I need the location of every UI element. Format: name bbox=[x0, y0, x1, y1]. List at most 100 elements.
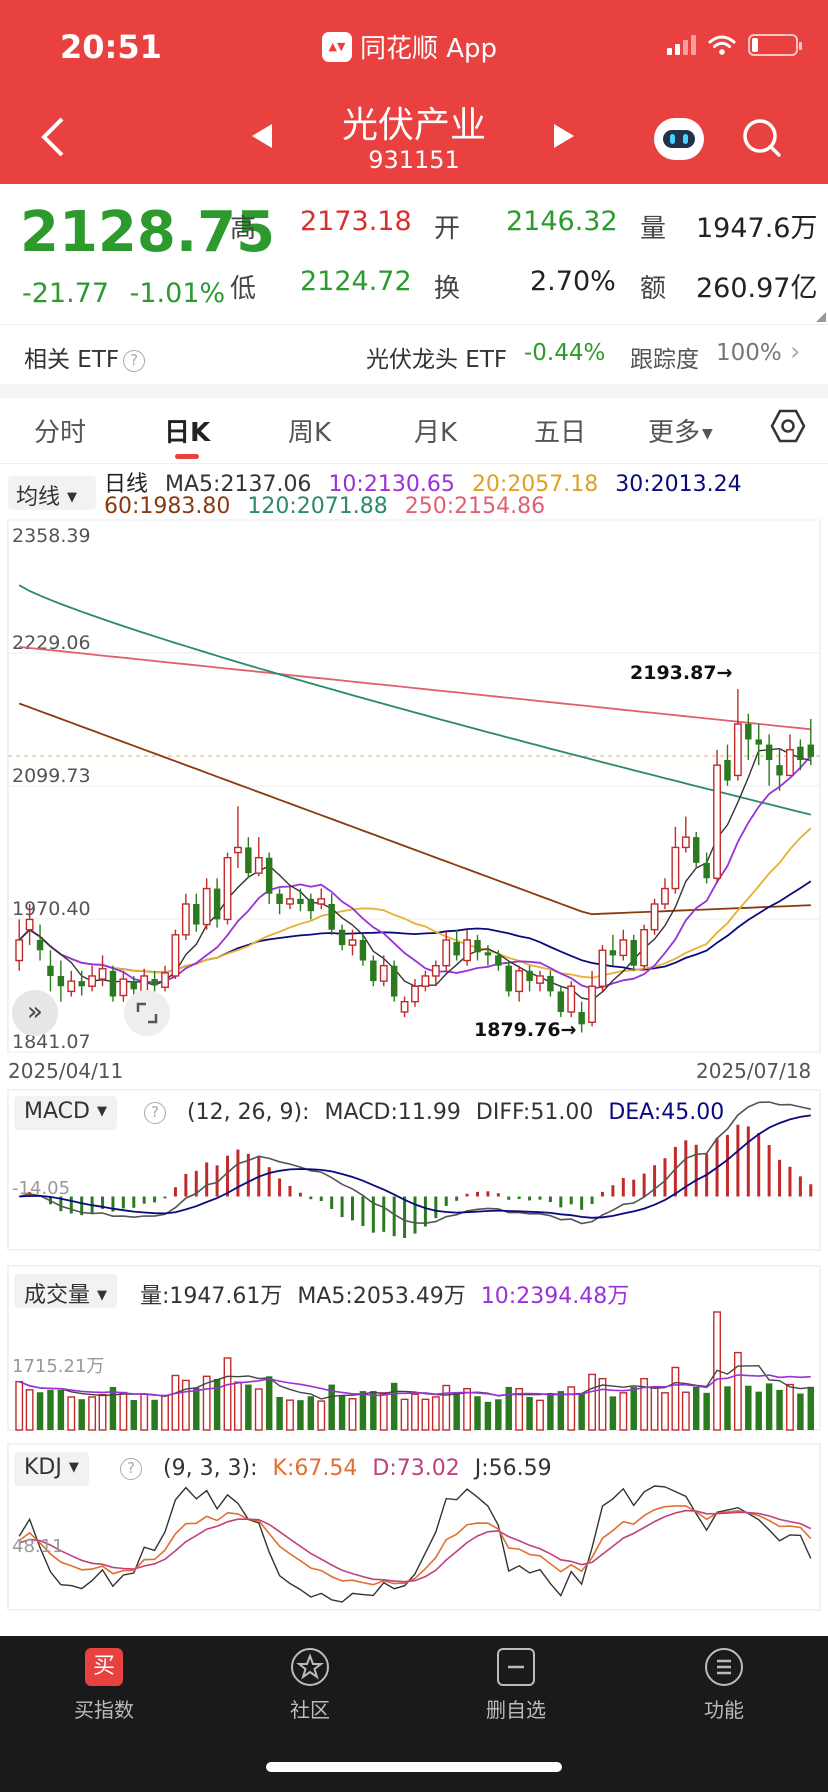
x-date-label: 2025/07/18 bbox=[696, 1059, 811, 1083]
tab-weekly-k[interactable]: 周K bbox=[288, 418, 332, 448]
candle bbox=[797, 746, 804, 761]
caret-down-icon: ▼ bbox=[702, 426, 713, 442]
candle bbox=[57, 975, 65, 987]
turnover-value: 2.70% bbox=[530, 266, 616, 297]
tab-daily-k[interactable]: 日K bbox=[164, 418, 211, 448]
volume-bar bbox=[254, 1388, 263, 1431]
candle bbox=[578, 1011, 585, 1025]
volume-bar bbox=[733, 1351, 742, 1431]
j-line bbox=[18, 1485, 812, 1603]
nav-buy-index[interactable]: 买 买指数 bbox=[44, 1648, 164, 1723]
volume-bar bbox=[328, 1384, 335, 1430]
macd-help-icon[interactable]: ? bbox=[144, 1102, 166, 1124]
k-value: K:67.54 bbox=[272, 1456, 358, 1481]
candle bbox=[379, 964, 388, 982]
candle bbox=[88, 975, 97, 987]
macd-select-label: MACD bbox=[24, 1099, 90, 1124]
section-divider bbox=[0, 384, 828, 398]
volume-bar bbox=[338, 1395, 346, 1430]
volume-bar bbox=[463, 1387, 472, 1431]
nav-remove-watchlist[interactable]: 删自选 bbox=[456, 1648, 576, 1723]
tab-monthly-k[interactable]: 月K bbox=[414, 418, 458, 448]
expand-corner-icon[interactable] bbox=[816, 312, 826, 322]
ma-select-label: 均线 bbox=[16, 485, 61, 510]
candle bbox=[724, 760, 731, 781]
volume-bar bbox=[630, 1386, 637, 1430]
volume-bar bbox=[307, 1396, 315, 1430]
volume-bar bbox=[119, 1391, 128, 1431]
tracking-label: 跟踪度 bbox=[630, 347, 699, 373]
volume-bar bbox=[536, 1399, 544, 1431]
app-logo-icon: ▲▼ bbox=[322, 31, 352, 62]
related-etf-bar[interactable]: 相关 ETF? 光伏龙头 ETF -0.44% 跟踪度 100% › bbox=[0, 324, 828, 384]
volume-bar bbox=[265, 1376, 273, 1430]
candle bbox=[317, 898, 326, 905]
expand-icon[interactable]: » bbox=[12, 990, 58, 1036]
candle bbox=[640, 928, 649, 967]
ma30-value: 30:2013.24 bbox=[615, 472, 742, 497]
menu-icon bbox=[705, 1648, 743, 1686]
next-index-button[interactable] bbox=[552, 122, 576, 157]
j-value: J:56.59 bbox=[474, 1456, 552, 1481]
volume-bar bbox=[47, 1389, 54, 1430]
kdj-select[interactable]: KDJ ▼ bbox=[14, 1452, 89, 1486]
fullscreen-button[interactable] bbox=[124, 990, 170, 1036]
search-icon[interactable] bbox=[742, 118, 782, 158]
diff-value: DIFF:51.00 bbox=[475, 1100, 594, 1125]
kdj-help-icon[interactable]: ? bbox=[120, 1458, 142, 1480]
open-label: 开 bbox=[434, 214, 461, 244]
prev-index-button[interactable] bbox=[250, 122, 274, 157]
tab-intraday[interactable]: 分时 bbox=[34, 418, 87, 448]
ma20-line bbox=[18, 827, 812, 979]
settings-icon[interactable] bbox=[770, 408, 806, 444]
nav-label: 功能 bbox=[704, 1698, 744, 1722]
ma-select[interactable]: 均线 ▼ bbox=[8, 476, 96, 510]
volume-bar bbox=[557, 1391, 565, 1430]
low-value: 2124.72 bbox=[300, 266, 412, 297]
volume-bar bbox=[151, 1399, 158, 1430]
candle bbox=[786, 749, 794, 777]
nav-functions[interactable]: 功能 bbox=[664, 1648, 784, 1723]
assistant-robot-icon[interactable] bbox=[654, 118, 704, 160]
status-icons bbox=[667, 34, 802, 56]
volume-select[interactable]: 成交量 ▼ bbox=[14, 1274, 118, 1308]
ma60-line bbox=[18, 702, 811, 916]
tab-more[interactable]: 更多 ▼ bbox=[648, 412, 713, 449]
volume-bar bbox=[786, 1383, 794, 1431]
macd-select[interactable]: MACD ▼ bbox=[14, 1096, 117, 1130]
candle bbox=[671, 846, 680, 890]
candle bbox=[745, 724, 752, 740]
candle bbox=[297, 898, 304, 904]
volume-bar bbox=[297, 1400, 304, 1430]
macd-params: (12, 26, 9): bbox=[187, 1100, 310, 1125]
x-date-label: 2025/04/11 bbox=[8, 1059, 123, 1083]
tab-more-label: 更多 bbox=[648, 418, 701, 448]
signal-icon bbox=[667, 35, 696, 55]
home-indicator bbox=[266, 1762, 562, 1772]
volume-bar bbox=[797, 1393, 804, 1430]
candle bbox=[692, 837, 700, 863]
candle bbox=[47, 965, 54, 976]
tab-five-day[interactable]: 五日 bbox=[534, 418, 587, 448]
macd-value: MACD:11.99 bbox=[324, 1100, 461, 1125]
candle bbox=[442, 939, 451, 967]
ma250-line bbox=[19, 646, 811, 731]
ma-legend-row1: 日线 MA5:2137.06 10:2130.65 20:2057.18 30:… bbox=[104, 466, 752, 498]
volume-ma10-value: 10:2394.48万 bbox=[480, 1284, 630, 1309]
help-icon[interactable]: ? bbox=[123, 350, 146, 372]
candle bbox=[619, 939, 628, 957]
candle bbox=[567, 985, 576, 1013]
tracking-value: 100% bbox=[716, 340, 782, 366]
back-button[interactable] bbox=[38, 115, 68, 167]
candle bbox=[776, 765, 783, 776]
nav-community[interactable]: 社区 bbox=[250, 1648, 370, 1723]
volume-bar bbox=[619, 1392, 628, 1431]
volume-value-label: 量:1947.61万 bbox=[140, 1284, 283, 1309]
kdj-y-tick: 48.11 bbox=[12, 1536, 64, 1557]
ma-legend-row2: 60:1983.80 120:2071.88 250:2154.86 bbox=[104, 494, 555, 519]
candle bbox=[181, 903, 190, 936]
volume-bar bbox=[765, 1383, 773, 1430]
candle bbox=[505, 965, 512, 992]
candle bbox=[733, 723, 742, 777]
candle bbox=[484, 952, 492, 956]
